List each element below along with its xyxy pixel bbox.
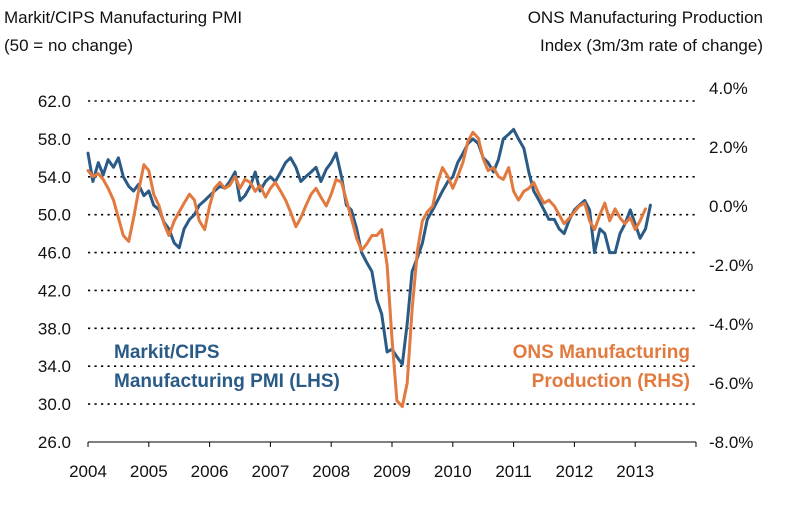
left-tick-label: 30.0 [38,395,71,414]
left-tick-label: 34.0 [38,357,71,376]
left-tick-label: 26.0 [38,433,71,452]
axes: 62.0 58.0 54.0 50.0 46.0 42.0 38.0 34.0 30.0 26.0… [38,79,754,481]
x-tick-label: 2009 [373,462,411,481]
right-tick-label: -8.0% [709,433,753,452]
production-series-line [86,130,647,409]
right-tick-label: -4.0% [709,315,753,334]
right-tick-label: -6.0% [709,374,753,393]
left-tick-label: 58.0 [38,130,71,149]
left-axis-header: Markit/CIPS Manufacturing PMI (50 = no c… [4,4,242,60]
series-annotation-label: Manufacturing PMI (LHS) [114,371,340,392]
left-tick-label: 38.0 [38,319,71,338]
right-tick-label: -2.0% [709,256,753,275]
series-annotation-label: ONS Manufacturing [513,342,690,363]
right-axis-subtitle: Index (3m/3m rate of change) [539,36,763,55]
left-tick-label: 42.0 [38,281,71,300]
left-tick-label: 54.0 [38,168,71,187]
x-tick-label: 2012 [555,462,593,481]
right-tick-label: 4.0% [709,79,748,98]
left-tick-label: 62.0 [38,92,71,111]
x-tick-label: 2008 [312,462,350,481]
left-axis-subtitle: (50 = no change) [4,36,134,55]
left-tick-label: 46.0 [38,244,71,263]
right-tick-label: 0.0% [709,197,748,216]
series-annotation-label: Markit/CIPS [114,342,220,363]
x-tick-label: 2006 [191,462,229,481]
right-axis-header: ONS Manufacturing Production Index (3m/3… [528,4,763,60]
series-annotation-label: Production (RHS) [532,371,690,392]
x-tick-label: 2004 [69,462,107,481]
right-axis-title: ONS Manufacturing Production [527,8,763,27]
pmi-series-line [86,127,652,366]
x-tick-label: 2007 [251,462,289,481]
series-annotations: Markit/CIPS Manufacturing PMI (LHS) ONS Ma… [114,342,690,392]
x-tick-label: 2013 [616,462,654,481]
x-tick-label: 2011 [495,462,532,481]
series-lines [86,127,652,409]
left-tick-label: 50.0 [38,206,71,225]
right-tick-label: 2.0% [709,138,748,157]
left-axis-title: Markit/CIPS Manufacturing PMI [4,8,243,27]
x-tick-label: 2005 [130,462,168,481]
x-tick-label: 2010 [434,462,472,481]
